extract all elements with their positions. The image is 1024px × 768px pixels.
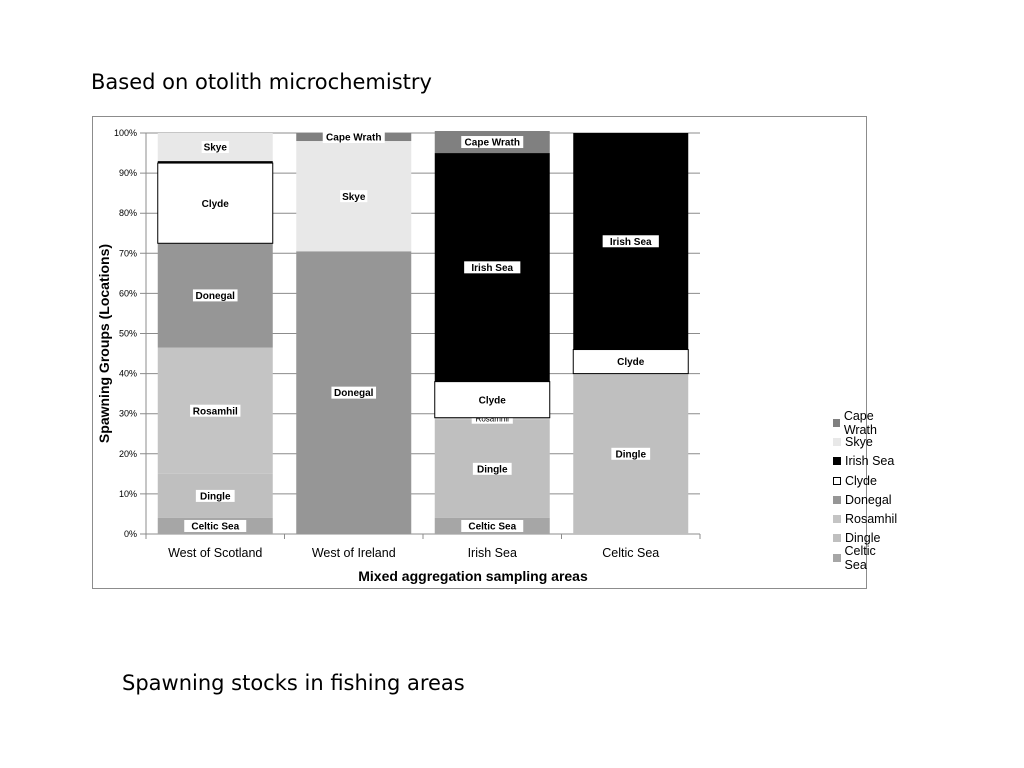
legend-swatch — [833, 437, 841, 446]
legend-item: Rosamhil — [833, 509, 897, 528]
bar-segment-irish-sea — [157, 161, 273, 164]
y-tick-label: 60% — [119, 288, 137, 298]
data-label: Clyde — [617, 357, 645, 368]
legend-label: Rosamhil — [845, 512, 898, 527]
data-label: Skye — [342, 192, 366, 203]
legend-swatch — [833, 534, 841, 543]
chart-frame: 0% 10% 20% 30% 40% 50% 60% 70% 80% 90% 100% Celtic … — [92, 116, 897, 589]
x-tick-label: Irish Sea — [468, 546, 517, 560]
data-label-bg — [461, 519, 524, 532]
y-axis-title: Spawning Groups (Locations) — [96, 244, 112, 443]
slide-heading: Based on otolith microchemistry — [91, 70, 432, 94]
legend-label: Celtic Sea — [844, 543, 876, 572]
y-tick-label: 40% — [119, 369, 137, 379]
y-tick-label: 30% — [119, 409, 137, 419]
legend-swatch — [833, 476, 841, 485]
y-tick-label: 70% — [119, 248, 137, 258]
legend-label: Dingle — [845, 531, 881, 546]
x-tick-label: West of Scotland — [168, 546, 262, 560]
data-label-bg — [602, 235, 659, 248]
data-label: Clyde — [479, 395, 507, 406]
data-label-bg — [331, 386, 377, 399]
data-label: Irish Sea — [610, 237, 652, 248]
data-label-bg — [340, 190, 368, 203]
legend-item: Cape Wrath — [833, 409, 897, 437]
data-label: Cape Wrath — [326, 133, 381, 144]
legend-label: Skye — [845, 434, 873, 449]
legend-label: Irish Sea — [845, 454, 895, 469]
data-label-bg — [614, 355, 648, 368]
data-label: Celtic Sea — [468, 522, 516, 533]
data-label: Clyde — [202, 199, 230, 210]
data-label: Irish Sea — [471, 263, 513, 274]
x-tick-label: Celtic Sea — [602, 546, 659, 560]
data-label-bg — [184, 519, 247, 532]
y-tick-label: 0% — [124, 529, 137, 539]
data-label: Cape Wrath — [465, 138, 520, 149]
legend-swatch — [833, 457, 841, 466]
data-label-bg — [195, 489, 235, 502]
data-label: Dingle — [477, 464, 508, 475]
y-tick-label: 80% — [119, 208, 137, 218]
data-label-bg — [472, 462, 512, 475]
y-tick-label: 100% — [114, 128, 137, 138]
data-label-bg — [611, 447, 651, 460]
data-label-bg — [464, 261, 521, 274]
stacked-bar-chart: 0% 10% 20% 30% 40% 50% 60% 70% 80% 90% 100% Celtic … — [96, 128, 701, 584]
y-tick-label: 90% — [119, 168, 137, 178]
data-label-bg — [471, 413, 513, 424]
legend-label: Cape Wrath — [843, 408, 877, 437]
legend-label: Donegal — [845, 492, 892, 507]
y-tick-label: 50% — [119, 329, 137, 339]
legend-swatch — [833, 418, 840, 427]
data-label: Donegal — [196, 291, 236, 302]
legend-item: Dingle — [833, 529, 897, 548]
data-label: Rosamhil — [476, 415, 510, 424]
legend-item: Irish Sea — [833, 452, 897, 471]
legend-item: Celtic Sea — [833, 544, 897, 572]
bar-segment-clyde — [157, 162, 274, 244]
legend-item: Clyde — [833, 471, 897, 490]
data-label-bg — [190, 404, 241, 417]
data-label-bg — [201, 141, 229, 154]
legend-swatch — [833, 495, 841, 504]
legend-label: Clyde — [845, 473, 877, 488]
y-tick-label: 20% — [119, 449, 137, 459]
data-label-bg — [475, 393, 509, 406]
legend-swatch — [833, 553, 841, 562]
y-tick-label: 10% — [119, 489, 137, 499]
data-label: Skye — [204, 143, 228, 154]
data-label-bg — [461, 136, 524, 149]
chart-legend: Cape Wrath Skye Irish Sea Clyde Donegal Rosam… — [833, 409, 897, 572]
x-axis-title: Mixed aggregation sampling areas — [358, 568, 588, 584]
data-label-bg — [192, 289, 238, 302]
data-label-bg — [198, 197, 232, 210]
legend-item: Donegal — [833, 490, 897, 509]
data-label: Dingle — [200, 492, 231, 503]
data-label: Dingle — [615, 449, 646, 460]
legend-swatch — [833, 515, 841, 524]
data-label: Donegal — [334, 388, 374, 399]
x-tick-label: West of Ireland — [312, 546, 396, 560]
data-label: Celtic Sea — [191, 522, 239, 533]
data-label-bg — [322, 131, 385, 144]
slide-caption: Spawning stocks in fishing areas — [122, 671, 465, 695]
data-label: Rosamhil — [193, 406, 238, 417]
legend-item: Skye — [833, 432, 897, 451]
